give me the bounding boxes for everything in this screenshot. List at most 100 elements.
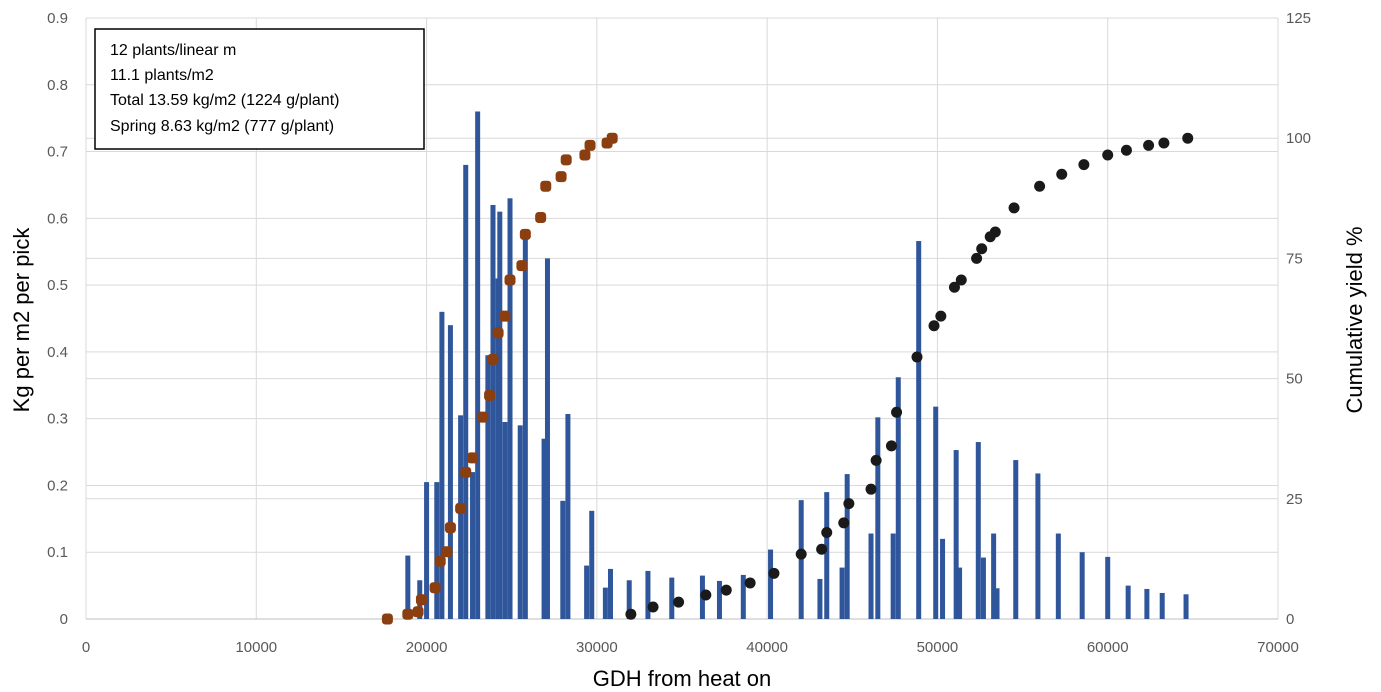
y-tick-label: 0 xyxy=(60,611,68,628)
bar xyxy=(439,311,445,619)
late-cumulative-point xyxy=(838,517,850,529)
y-tick-label: 0.8 xyxy=(47,77,68,94)
late-cumulative-point xyxy=(821,526,833,538)
late-cumulative-point xyxy=(891,406,903,418)
x-tick-label: 60000 xyxy=(1087,639,1129,656)
spring-cumulative-point xyxy=(519,228,531,240)
spring-cumulative-point xyxy=(429,582,441,594)
y-tick-label: 0.9 xyxy=(47,10,68,27)
gridlines xyxy=(85,17,1279,620)
bar xyxy=(458,415,464,619)
late-cumulative-point xyxy=(955,274,967,286)
y-tick-label: 0.2 xyxy=(47,477,68,494)
bar xyxy=(405,555,411,619)
late-cumulative-point xyxy=(989,226,1001,238)
y2-axis-title: Cumulative yield % xyxy=(1342,226,1367,413)
bar xyxy=(502,422,508,619)
bar xyxy=(716,580,722,619)
bar xyxy=(497,211,503,619)
bar xyxy=(560,500,566,619)
x-tick-label: 50000 xyxy=(917,639,959,656)
bar xyxy=(626,580,632,619)
spring-cumulative-point xyxy=(434,555,446,567)
spring-cumulative-point xyxy=(535,212,547,224)
bar xyxy=(522,231,528,619)
y-tick-label: 0.3 xyxy=(47,411,68,428)
x-tick-label: 40000 xyxy=(746,639,788,656)
annotation-frame xyxy=(94,28,425,150)
late-cumulative-point xyxy=(1078,159,1090,171)
bar xyxy=(824,492,830,619)
spring-cumulative-point xyxy=(484,389,496,401)
late-cumulative-point xyxy=(885,440,897,452)
bar xyxy=(434,482,440,619)
y2-tick-label: 50 xyxy=(1286,371,1303,388)
bar xyxy=(768,549,774,619)
late-cumulative-point xyxy=(1143,139,1155,151)
y-axis-title: Kg per m2 per pick xyxy=(9,227,34,413)
spring-cumulative-point xyxy=(467,452,479,464)
annotation-line: Total 13.59 kg/m2 (1224 g/plant) xyxy=(110,92,339,109)
late-cumulative-point xyxy=(1056,168,1068,180)
y2-tick-label: 0 xyxy=(1286,611,1294,628)
bar xyxy=(424,482,430,619)
late-cumulative-point xyxy=(976,243,988,255)
y-tick-label: 0.4 xyxy=(47,344,68,361)
y2-tick-label: 75 xyxy=(1286,250,1303,267)
bar xyxy=(890,533,896,619)
bar xyxy=(839,567,845,619)
bar xyxy=(507,198,513,620)
bar xyxy=(470,472,476,619)
bar xyxy=(875,417,881,619)
bar xyxy=(975,442,981,619)
spring-cumulative-point xyxy=(555,171,567,183)
spring-cumulative-point xyxy=(492,327,504,339)
late-cumulative-point xyxy=(768,567,780,579)
axes: Kg per m2 per pick Cumulative yield % GD… xyxy=(9,10,1367,691)
y-tick-label: 0.6 xyxy=(47,210,68,227)
late-cumulative-point xyxy=(948,281,960,293)
late-cumulative-point xyxy=(935,310,947,322)
bar-series xyxy=(405,111,1189,620)
spring-cumulative-point xyxy=(381,613,393,625)
bar xyxy=(740,574,746,619)
x-tick-label: 20000 xyxy=(406,639,448,656)
bar xyxy=(544,258,550,619)
bar xyxy=(565,413,571,619)
y-tick-label: 0.1 xyxy=(47,544,68,561)
spring-cumulative-point xyxy=(477,411,489,423)
bar xyxy=(953,450,959,619)
bar xyxy=(1055,533,1061,619)
bar xyxy=(447,325,453,619)
bar xyxy=(1183,594,1189,619)
late-cumulative-point xyxy=(1120,144,1132,156)
bar xyxy=(916,241,922,619)
late-cumulative-point xyxy=(843,498,855,510)
late-cumulative-point xyxy=(865,483,877,495)
late-cumulative-point xyxy=(625,608,637,620)
spring-cumulative-point xyxy=(516,260,528,272)
spring-cumulative-point xyxy=(441,546,453,558)
spring-cumulative-point xyxy=(460,466,472,478)
late-cumulative-point xyxy=(1158,137,1170,149)
y-tick-label: 0.5 xyxy=(47,277,68,294)
spring-cumulative-point xyxy=(504,274,516,286)
late-cumulative-point xyxy=(673,596,685,608)
bar xyxy=(940,538,946,619)
cumulative-series xyxy=(381,132,1194,625)
bar xyxy=(584,565,590,619)
y-tick-label: 0.7 xyxy=(47,144,68,161)
spring-cumulative-point xyxy=(540,180,552,192)
bar xyxy=(541,438,547,619)
bar xyxy=(475,111,481,619)
late-cumulative-point xyxy=(1008,202,1020,214)
bar xyxy=(1125,585,1131,619)
bar xyxy=(463,164,469,619)
bar xyxy=(991,533,997,619)
bar xyxy=(645,570,651,619)
bar xyxy=(1144,588,1150,619)
bar xyxy=(1013,460,1019,619)
x-tick-label: 30000 xyxy=(576,639,618,656)
